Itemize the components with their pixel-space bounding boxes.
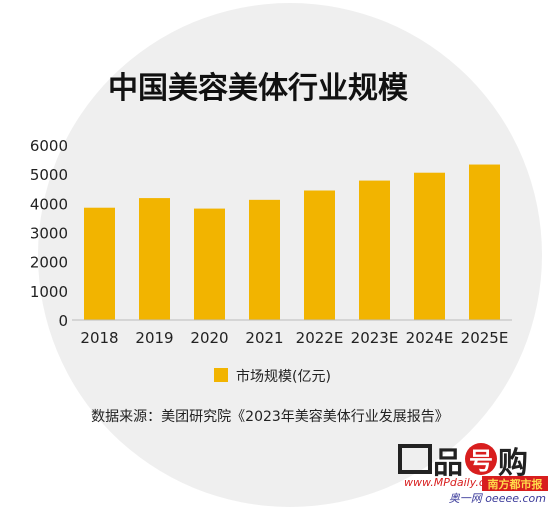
y-tick-label: 1000 [30, 283, 68, 301]
bar-2025E [469, 164, 500, 320]
x-tick-label: 2025E [461, 329, 509, 347]
y-tick-label: 3000 [30, 225, 68, 243]
tag-background [482, 476, 548, 491]
watermark-logo: 品 号 购 www.MPdaily.cn 南方都市报 奥一网 oeeee.com [398, 443, 548, 505]
x-tick-label: 2021 [245, 329, 283, 347]
y-tick-label: 5000 [30, 166, 68, 184]
legend-label: 市场规模(亿元) [236, 368, 331, 385]
watermark-sub: 奥一网 oeeee.com [449, 492, 546, 505]
brand-mark-icon [398, 444, 432, 474]
y-tick-label: 2000 [30, 254, 68, 272]
bar-2022E [304, 190, 335, 320]
brand-part2: 购 [498, 446, 528, 481]
brand-part1: 品 [433, 446, 463, 481]
x-axis: 2018 2019 2020 2021 2022E 2023E 2024E 2025E [80, 329, 508, 347]
x-tick-label: 2024E [406, 329, 454, 347]
y-tick-label: 4000 [30, 195, 68, 213]
x-tick-label: 2020 [190, 329, 228, 347]
watermark-url: www.MPdaily.cn [404, 476, 492, 489]
chart-title: 中国美容美体行业规模 [108, 71, 408, 106]
bar-2024E [414, 172, 445, 320]
legend-swatch [214, 368, 228, 382]
x-tick-label: 2019 [135, 329, 173, 347]
bar-2019 [139, 198, 170, 320]
bar-2018 [84, 207, 115, 320]
background-circle [38, 3, 542, 507]
source-note: 数据来源：美团研究院《2023年美容美体行业发展报告》 [91, 408, 449, 425]
brand-round-char: 号 [469, 447, 493, 475]
x-tick-label: 2018 [80, 329, 118, 347]
legend: 市场规模(亿元) [214, 368, 331, 385]
x-tick-label: 2022E [296, 329, 344, 347]
bar-series [84, 164, 500, 320]
x-tick-label: 2023E [351, 329, 399, 347]
brand-logo: 品 号 购 [398, 443, 528, 481]
y-tick-label: 6000 [30, 137, 68, 155]
bar-2023E [359, 180, 390, 320]
brand-circle-icon [465, 443, 497, 475]
bar-2021 [249, 199, 280, 320]
watermark-tag: 南方都市报 [488, 477, 544, 491]
y-tick-label: 0 [58, 312, 68, 330]
bar-2020 [194, 208, 225, 320]
y-axis: 0 1000 2000 3000 4000 5000 6000 [30, 137, 68, 330]
